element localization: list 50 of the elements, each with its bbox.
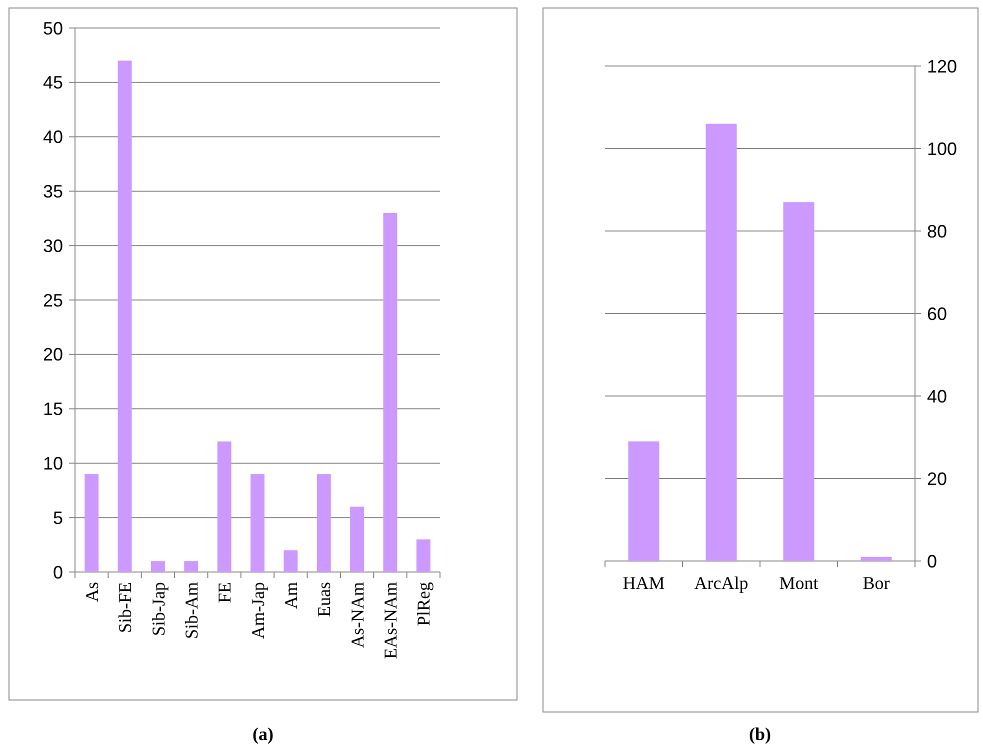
x-tick-label: Am-Jap [248,582,268,639]
text: (b) [749,724,772,744]
y2-tick-label: 120 [927,56,958,76]
y2-tick-label: 20 [927,468,948,489]
bar [118,60,132,572]
x-tick-label: As-NAm [347,582,368,648]
x-tick-label: PlReg [414,582,434,626]
y-tick-label: 30 [42,236,63,256]
bar [250,474,264,572]
bar [783,202,814,561]
x-tick-label: Bor [862,573,890,593]
bar [284,550,298,572]
bar [184,561,198,572]
y-tick-label: 5 [52,508,63,528]
y2-tick-label: 40 [927,386,948,406]
x-tick-label: EAs-NAm [380,582,401,659]
y-tick-label: 45 [42,72,63,93]
x-tick-label: Am [280,582,301,609]
x-tick-label: Sib-FE [115,582,136,634]
bar [860,556,892,561]
y-tick-label: 40 [42,127,63,148]
x-tick-label: Mont [779,573,818,593]
x-tick-label: Euas [314,582,334,617]
x-tick-label: FE [214,582,235,604]
bar [316,474,331,572]
y-tick-label: 20 [42,344,63,365]
x-tick-label: As [82,582,102,602]
x-tick-label: Sib-Jap [148,582,168,636]
y2-tick-label: 60 [927,304,948,324]
y-tick-label: 35 [42,182,63,202]
y-tick-label: 50 [42,18,63,38]
y2-tick-label: 100 [927,138,958,159]
bar [217,441,232,572]
y-tick-label: 0 [52,562,63,582]
y-tick-label: 10 [42,454,63,474]
y-tick-label: 15 [42,399,63,420]
bar [84,474,99,572]
bar [383,212,398,572]
y-tick-label: 25 [42,290,63,310]
x-tick-label: ArcAlp [694,573,748,593]
bar [628,441,660,561]
bar [416,539,430,572]
x-tick-label: HAM [622,573,665,593]
bar [150,561,165,572]
text: (a) [252,724,274,744]
x-tick-label: Sib-Am [181,582,202,640]
y2-tick-label: 0 [927,551,938,572]
y2-tick-label: 80 [927,221,948,242]
bar [350,506,364,572]
bar [706,124,737,561]
